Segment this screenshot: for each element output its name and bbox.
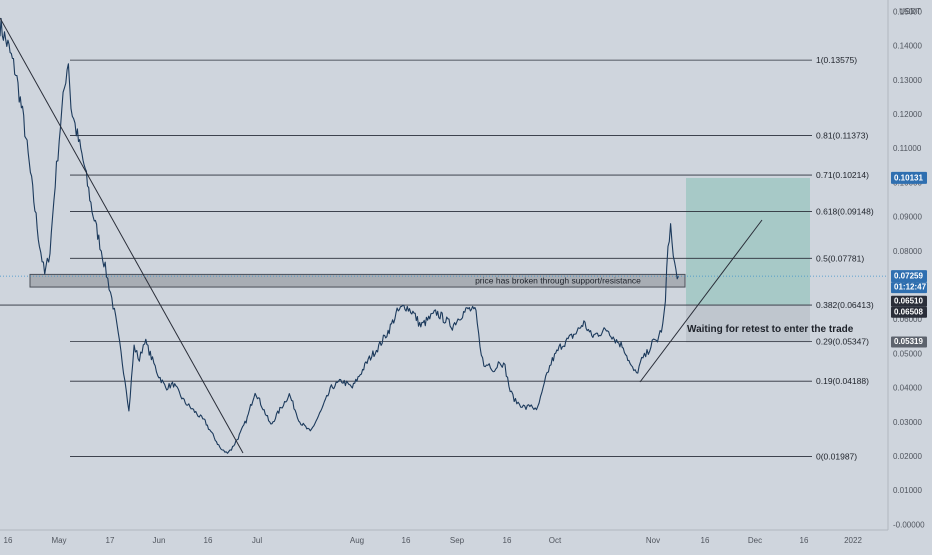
y-tick-label: 0.08000 — [893, 247, 922, 256]
y-tick-label: 0.11000 — [893, 144, 922, 153]
level-tag-3-box — [891, 336, 927, 348]
x-tick-label: 16 — [204, 536, 213, 545]
support-resistance-zone — [29, 273, 686, 288]
x-tick-label: 2022 — [844, 536, 862, 545]
fib-level-label: 0.29(0.05347) — [816, 337, 869, 347]
y-tick-label: 0.05000 — [893, 349, 922, 358]
y-tick-label: 0.09000 — [893, 213, 922, 222]
price-tag-box — [891, 270, 927, 283]
y-tick-label: -0.00000 — [893, 520, 925, 529]
x-tick-label: Aug — [350, 536, 364, 545]
x-tick-label: Sep — [450, 536, 465, 545]
level-tag-1-box — [891, 295, 927, 307]
fib-level-label: 0.382(0.06413) — [816, 300, 874, 310]
level-tag-1: 0.06510 — [894, 296, 923, 305]
fib-level-label: 0.71(0.10214) — [816, 170, 869, 180]
countdown-tag-box — [891, 282, 927, 294]
y-tick-label: 0.12000 — [893, 110, 922, 119]
target-zone — [686, 177, 810, 305]
fib-level-label: 0.618(0.09148) — [816, 207, 874, 217]
fib-level-label: 0.5(0.07781) — [816, 253, 864, 263]
downtrend-line — [0, 17, 244, 454]
x-tick-label: Jun — [153, 536, 166, 545]
y-tick-label: 0.15000 — [893, 7, 922, 16]
fib-level-label: 1(0.13575) — [816, 55, 857, 65]
x-tick-label: May — [51, 536, 66, 545]
trade-annotation: Waiting for retest to enter the trade — [687, 324, 854, 335]
support-zone-label: price has broken through support/resista… — [475, 276, 641, 286]
level-tag-2: 0.06508 — [894, 307, 923, 316]
x-tick-label: Dec — [748, 536, 762, 545]
x-tick-label: 16 — [800, 536, 809, 545]
level-tag-2-box — [891, 306, 927, 318]
x-tick-label: Oct — [549, 536, 562, 545]
y-tick-label: 0.02000 — [893, 452, 922, 461]
countdown-tag: 01:12:47 — [894, 283, 927, 292]
y-tick-label: 0.14000 — [893, 42, 922, 51]
x-tick-label: 17 — [106, 536, 115, 545]
current-price-tag: 0.10131 — [894, 173, 923, 182]
y-tick-label: 0.06000 — [893, 315, 922, 324]
x-tick-label: Nov — [646, 536, 660, 545]
x-tick-label: 16 — [503, 536, 512, 545]
y-tick-label: 0.13000 — [893, 76, 922, 85]
x-tick-label: 16 — [4, 536, 13, 545]
price-tag: 0.07259 — [894, 272, 923, 281]
y-tick-label: 0.01000 — [893, 486, 922, 495]
fib-level-label: 0.81(0.11373) — [816, 130, 868, 140]
current-price-tag-box — [891, 171, 927, 184]
risk-zone — [686, 304, 810, 343]
fib-level-label: 0.19(0.04188) — [816, 376, 869, 386]
x-tick-label: 16 — [701, 536, 710, 545]
x-tick-label: 16 — [402, 536, 411, 545]
x-tick-label: Jul — [252, 536, 262, 545]
y-tick-label: 0.04000 — [893, 384, 922, 393]
quote-currency-label: USDT — [899, 7, 921, 16]
level-tag-3: 0.05319 — [894, 337, 923, 346]
uptrend-line — [639, 219, 763, 383]
fib-level-label: 0(0.01987) — [816, 451, 857, 461]
price-series-line — [0, 18, 679, 454]
y-tick-label: 0.03000 — [893, 418, 922, 427]
